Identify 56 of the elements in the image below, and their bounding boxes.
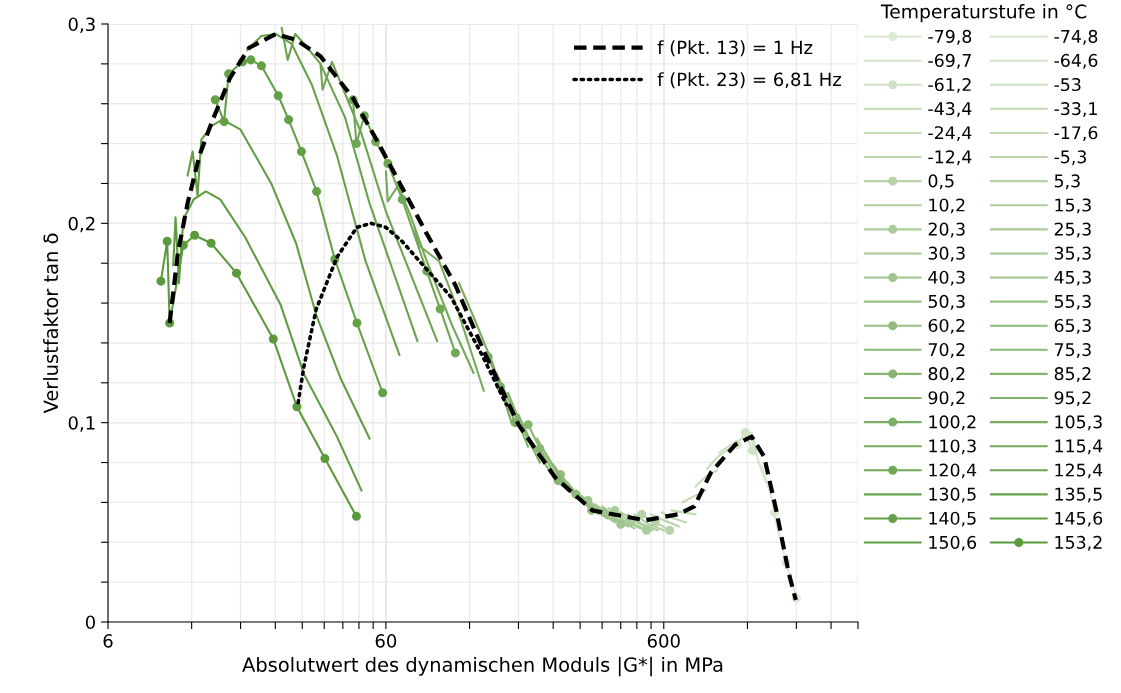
legend-label: 20,3: [928, 222, 965, 238]
legend-label: 153,2: [1055, 535, 1102, 551]
legend-label: 60,2: [928, 318, 965, 334]
legend-label: 130,5: [929, 487, 976, 503]
legend-label: -74,8: [1054, 29, 1098, 45]
legend-label: 70,2: [928, 343, 965, 358]
legend-title: Temperaturstufe in °C: [880, 4, 1087, 23]
legend-label: -5,3: [1054, 150, 1087, 166]
legend-label: 115,4: [1055, 439, 1103, 455]
x-tick-label: 6: [103, 634, 113, 648]
legend-label: 45,3: [1054, 270, 1091, 286]
legend-label: 5,3: [1054, 174, 1080, 190]
legend-label: 80,2: [928, 367, 965, 382]
legend-label: -43,4: [928, 102, 972, 117]
legend-label: -24,4: [928, 126, 972, 142]
legend-label: 90,2: [928, 391, 965, 407]
legend-label: 110,3: [929, 439, 976, 455]
legend-label: 120,4: [929, 463, 977, 479]
legend-label: 35,3: [1054, 246, 1091, 262]
x-axis-title: Absolutwert des dynamischen Moduls |G*| in MPa: [242, 656, 723, 677]
legend-label: 0,5: [928, 174, 954, 190]
legend-label: -64,6: [1054, 53, 1098, 69]
legend-label: 40,3: [928, 270, 965, 286]
legend-label: 135,5: [1055, 487, 1102, 503]
legend-label: -12,4: [928, 150, 972, 166]
legend-label: -53: [1054, 77, 1081, 92]
legend-label: 55,3: [1054, 294, 1091, 310]
legend-label: -79,8: [928, 29, 972, 45]
legend-label: f (Pkt. 23) = 6,81 Hz: [657, 72, 841, 89]
legend-label: 50,3: [928, 294, 965, 310]
legend-label: 25,3: [1054, 222, 1091, 238]
legend-label: 10,2: [929, 198, 965, 214]
legend-label: -33,1: [1054, 102, 1097, 117]
y-axis-title: Verlustfaktor tan δ: [43, 233, 59, 414]
legend-label: 145,6: [1055, 511, 1103, 527]
legend-label: 100,2: [929, 415, 976, 431]
x-tick-label: 600: [647, 634, 680, 648]
y-tick-label: 0: [85, 615, 95, 630]
legend-label: 125,4: [1055, 463, 1103, 479]
legend-label: -17,6: [1054, 126, 1098, 142]
x-tick-label: 60: [375, 634, 397, 648]
legend-label: 150,6: [929, 535, 977, 551]
legend-label: 65,3: [1054, 318, 1091, 334]
legend-label: -69,7: [928, 53, 971, 69]
legend-label: 30,3: [928, 246, 965, 262]
legend-label: 15,3: [1055, 198, 1091, 214]
legend-label: 95,2: [1054, 391, 1091, 407]
y-tick-label: 0,3: [68, 17, 95, 33]
legend-label: 85,2: [1054, 367, 1091, 382]
legend-label: 75,3: [1054, 343, 1091, 358]
legend-label: 105,3: [1055, 415, 1102, 431]
legend-label: f (Pkt. 13) = 1 Hz: [657, 40, 813, 57]
y-tick-label: 0,1: [68, 416, 95, 432]
legend-label: 140,5: [929, 511, 976, 527]
legend-label: -61,2: [928, 77, 971, 93]
y-tick-label: 0,2: [68, 216, 95, 233]
